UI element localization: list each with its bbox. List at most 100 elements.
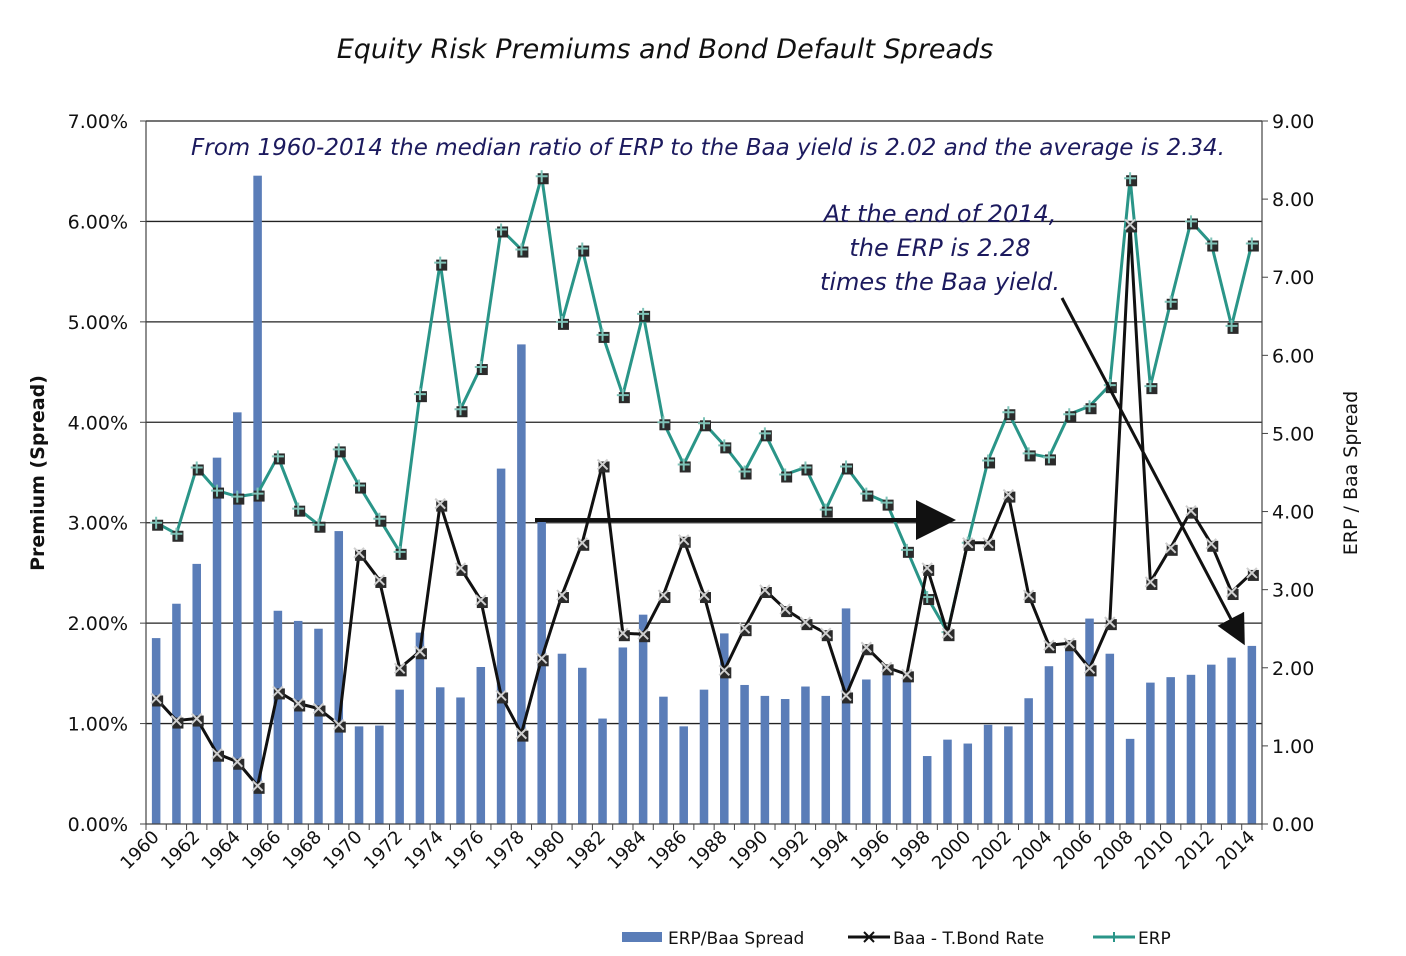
- baa-point-1984: [637, 628, 651, 643]
- erp-point-1980: [555, 315, 569, 330]
- baa-marker: [678, 534, 690, 546]
- erp-point-1971: [373, 512, 387, 527]
- erp-marker: [1225, 319, 1238, 332]
- baa-point-2012: [1205, 538, 1219, 552]
- erp-marker: [292, 502, 305, 515]
- erp-marker-shadow: [740, 468, 752, 480]
- left-axis-title: Premium (Spread): [27, 375, 49, 571]
- bar-1986: [679, 726, 688, 824]
- erp-marker: [1205, 237, 1218, 250]
- baa-point-1968: [312, 702, 326, 717]
- erp-marker: [738, 465, 751, 478]
- erp-marker: [535, 170, 548, 183]
- baa-marker: [779, 603, 791, 615]
- erp-point-2003: [1022, 447, 1036, 462]
- baa-point-1970: [353, 547, 367, 561]
- legend-label-erp: ERP: [1138, 929, 1171, 949]
- right-tick-label: 7.00: [1272, 267, 1314, 289]
- erp-marker-shadow: [842, 463, 854, 475]
- bar-1971: [375, 725, 384, 824]
- erp-marker: [353, 479, 366, 492]
- x-tick-label: 1978: [482, 827, 529, 874]
- bar-1997: [902, 677, 912, 824]
- baa-marker: [860, 641, 873, 653]
- baa-marker: [434, 497, 446, 510]
- erp-marker: [413, 388, 426, 401]
- x-tick-label: 1974: [401, 827, 448, 874]
- erp-marker-shadow: [517, 246, 529, 258]
- bar-1981: [577, 667, 587, 824]
- bar-1998: [922, 756, 932, 824]
- right-tick-label: 0.00: [1272, 814, 1314, 836]
- x-tick-label: 2004: [1009, 827, 1056, 874]
- erp-point-1986: [677, 458, 691, 473]
- x-tick-label: 1982: [563, 827, 610, 874]
- baa-marker: [617, 627, 629, 639]
- erp-marker: [434, 256, 447, 269]
- erp-marker-shadow: [659, 419, 671, 431]
- erp-point-1974: [434, 256, 448, 271]
- erp-marker: [637, 307, 650, 320]
- erp-marker: [332, 443, 345, 456]
- erp-marker-shadow: [213, 487, 225, 499]
- bar-1966: [273, 610, 283, 824]
- baa-marker: [1083, 662, 1096, 675]
- baa-marker: [373, 574, 386, 586]
- baa-marker: [170, 714, 183, 727]
- baa-marker: [1022, 589, 1035, 601]
- erp-marker: [860, 487, 873, 500]
- bar-1977: [496, 468, 506, 824]
- baa-point-2000: [962, 537, 975, 551]
- x-tick-label: 1990: [725, 827, 772, 874]
- bar-1967: [293, 620, 303, 824]
- x-tick-label: 2002: [969, 827, 1016, 874]
- bar-1974: [435, 687, 445, 824]
- bar-1979: [537, 519, 546, 824]
- baa-marker: [393, 662, 406, 675]
- erp-marker-shadow: [598, 331, 610, 343]
- erp-marker-shadow: [456, 406, 468, 418]
- baa-marker: [1124, 218, 1136, 231]
- baa-marker: [515, 727, 528, 740]
- right-tick-label: 6.00: [1272, 345, 1314, 367]
- baa-marker: [718, 664, 730, 677]
- erp-point-2014: [1245, 237, 1259, 252]
- baa-point-1994: [840, 689, 854, 704]
- x-tick-label: 2012: [1172, 827, 1219, 874]
- baa-point-1997: [901, 668, 914, 683]
- erp-marker-shadow: [1146, 383, 1158, 395]
- erp-point-1978: [515, 243, 529, 258]
- x-tick-label: 1964: [198, 827, 245, 874]
- erp-marker: [1083, 400, 1096, 413]
- erp-marker-shadow: [1227, 322, 1239, 334]
- erp-marker: [251, 487, 264, 500]
- baa-marker: [1104, 616, 1116, 628]
- x-tick-label: 2014: [1212, 827, 1259, 874]
- baa-point-2006: [1083, 662, 1097, 677]
- erp-point-1989: [738, 465, 752, 480]
- erp-marker: [1184, 215, 1197, 228]
- erp-marker-shadow: [273, 453, 285, 465]
- baa-point-2013: [1225, 586, 1239, 601]
- erp-marker: [779, 468, 792, 481]
- erp-marker: [657, 416, 670, 429]
- baa-marker: [535, 652, 548, 665]
- bar-1999: [943, 739, 952, 824]
- legend-marker-baa: [863, 931, 875, 943]
- erp-marker: [1022, 447, 1035, 460]
- erp-point-1995: [860, 487, 874, 502]
- right-tick-label: 3.00: [1272, 580, 1314, 602]
- bar-2002: [1004, 726, 1013, 824]
- baa-marker: [1205, 538, 1217, 550]
- x-tick-label: 2006: [1050, 827, 1097, 874]
- x-tick-label: 1998: [887, 827, 934, 874]
- erp-marker-shadow: [253, 490, 265, 502]
- bar-1962: [192, 563, 201, 824]
- erp-point-1979: [535, 170, 549, 185]
- left-axis-ticks: 0.00% 1.00% 2.00% 3.00% 4.00% 5.00% 6.00% 7.00%: [68, 111, 146, 836]
- baa-point-1992: [799, 616, 813, 631]
- erp-point-1962: [190, 461, 204, 476]
- erp-marker: [454, 403, 467, 416]
- x-tick-label: 1970: [319, 827, 366, 874]
- erp-marker-shadow: [172, 530, 184, 542]
